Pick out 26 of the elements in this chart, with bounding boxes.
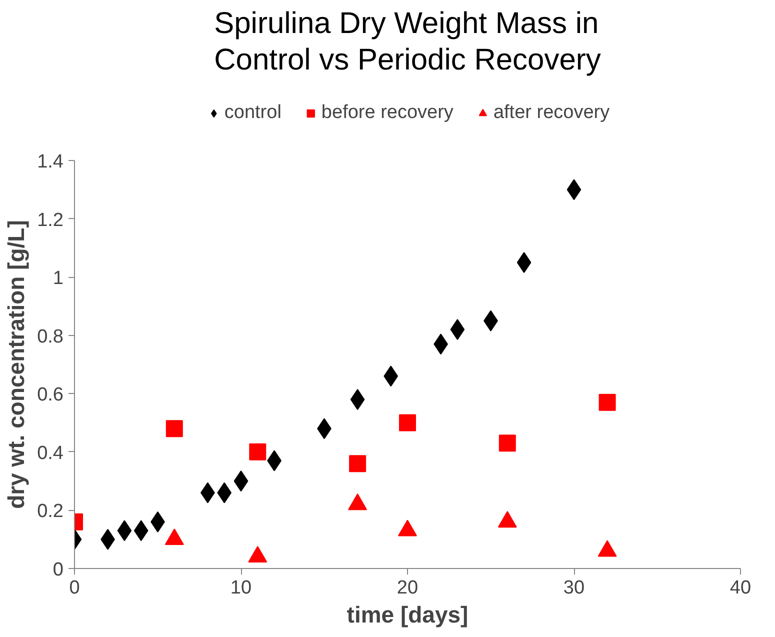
legend-label: after recovery bbox=[493, 102, 610, 124]
y-tick-label: 0.6 bbox=[37, 384, 64, 406]
x-axis-title: time [days] bbox=[346, 602, 468, 628]
y-tick-label: 1.4 bbox=[37, 152, 64, 172]
y-tick-label: 0.4 bbox=[37, 442, 64, 464]
legend-label: control bbox=[224, 102, 282, 124]
legend-label: before recovery bbox=[321, 102, 454, 124]
y-tick-label: 0.8 bbox=[37, 326, 64, 348]
point bbox=[349, 455, 366, 472]
x-tick-label: 30 bbox=[563, 578, 585, 598]
x-tick-label: 20 bbox=[396, 578, 418, 598]
y-tick-label: 1 bbox=[52, 268, 64, 290]
x-tick-label: 0 bbox=[69, 578, 80, 598]
y-axis-title: dry wt. concentration [g/L] bbox=[3, 220, 30, 509]
point bbox=[399, 414, 416, 432]
point bbox=[598, 394, 616, 411]
x-tick-label: 10 bbox=[230, 578, 252, 598]
point bbox=[166, 420, 183, 438]
y-tick-label: 0 bbox=[52, 560, 64, 580]
point bbox=[498, 434, 516, 452]
point bbox=[516, 252, 532, 273]
x-tick-label: 40 bbox=[730, 578, 752, 598]
y-tick-label: 1.2 bbox=[37, 210, 64, 231]
point bbox=[249, 443, 266, 460]
chart-title: Spirulina Dry Weight Mass in Control vs Periodic Recovery bbox=[214, 7, 601, 76]
y-tick-label: 0.2 bbox=[37, 501, 64, 522]
